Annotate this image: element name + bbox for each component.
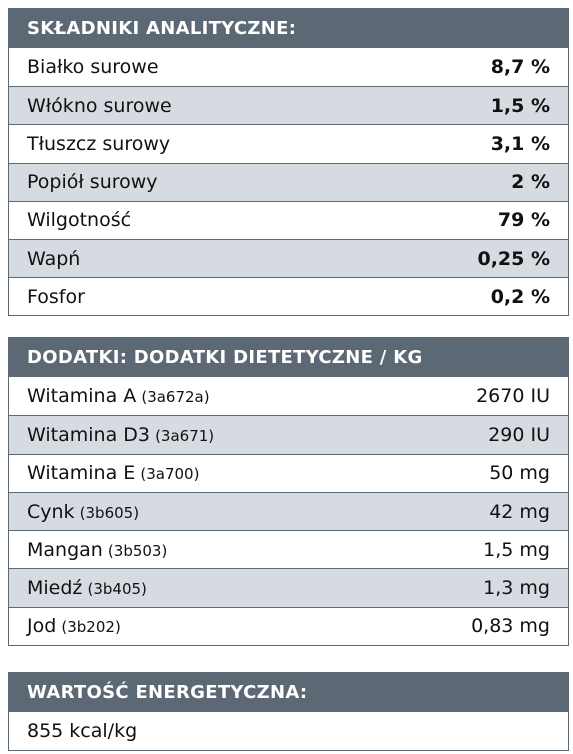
row-label-group: Witamina D3 (3a671): [27, 424, 214, 446]
row-code: (3a672a): [141, 388, 210, 407]
row-value: 3,1 %: [490, 132, 550, 155]
row-code: (3a671): [155, 426, 215, 445]
energy-header: WARTOŚĆ ENERGETYCZNA:: [8, 672, 569, 712]
table-row: Popiół surowy 2 %: [9, 162, 568, 201]
additives-table: Witamina A (3a672a) 2670 IU Witamina D3 …: [8, 377, 569, 647]
row-label: Cynk: [27, 500, 75, 523]
row-label: Wilgotność: [27, 209, 132, 232]
row-value: 1,5 %: [490, 94, 550, 117]
table-row: 855 kcal/kg: [9, 712, 568, 750]
row-value: 0,2 %: [490, 285, 550, 308]
row-label: Tłuszcz surowy: [27, 132, 171, 155]
row-value: 2670 IU: [476, 385, 550, 408]
row-code: (3b405): [87, 580, 147, 599]
row-value: 1,5 mg: [483, 538, 550, 561]
analytical-header: SKŁADNIKI ANALITYCZNE:: [8, 8, 569, 48]
table-row: Witamina D3 (3a671) 290 IU: [9, 415, 568, 454]
table-row: Jod (3b202) 0,83 mg: [9, 606, 568, 645]
row-label: Witamina D3: [27, 423, 150, 446]
row-label: Fosfor: [27, 285, 85, 308]
row-code: (3b605): [79, 503, 140, 522]
table-row: Cynk (3b605) 42 mg: [9, 491, 568, 531]
table-row: Witamina A (3a672a) 2670 IU: [9, 377, 568, 415]
table-row: Białko surowe 8,7 %: [9, 48, 568, 86]
table-row: Tłuszcz surowy 3,1 %: [9, 124, 568, 162]
row-value: 50 mg: [489, 462, 550, 485]
table-row: Mangan (3b503) 1,5 mg: [9, 530, 568, 568]
table-row: Miedź (3b405) 1,3 mg: [9, 568, 568, 607]
row-value: 8,7 %: [490, 56, 550, 79]
row-label: Jod: [27, 615, 57, 638]
row-value: 79 %: [497, 209, 550, 232]
energy-section: WARTOŚĆ ENERGETYCZNA: 855 kcal/kg: [8, 672, 569, 751]
row-value: 0,25 %: [477, 247, 550, 270]
row-code: (3a700): [140, 465, 200, 484]
row-label: Białko surowe: [27, 56, 159, 79]
row-value: 42 mg: [489, 500, 550, 523]
row-value: 290 IU: [488, 423, 550, 446]
row-label-group: Jod (3b202): [27, 615, 121, 637]
row-label: Witamina E: [27, 462, 136, 485]
row-label-group: Witamina A (3a672a): [27, 385, 210, 407]
analytical-table: Białko surowe 8,7 % Włókno surowe 1,5 % …: [8, 48, 569, 317]
row-code: (3b202): [61, 618, 121, 637]
row-label: Mangan: [27, 538, 103, 561]
row-label-group: Cynk (3b605): [27, 501, 139, 523]
row-code: (3b503): [107, 541, 168, 560]
row-label: Popiół surowy: [27, 171, 158, 194]
row-label: Miedź: [27, 577, 83, 600]
row-value: 0,83 mg: [471, 615, 550, 638]
energy-table: 855 kcal/kg: [8, 712, 569, 751]
additives-header: DODATKI: DODATKI DIETETYCZNE / KG: [8, 337, 569, 377]
row-label: Witamina A: [27, 385, 137, 408]
row-label-group: Miedź (3b405): [27, 577, 147, 599]
row-value: 2 %: [511, 171, 550, 194]
additives-section: DODATKI: DODATKI DIETETYCZNE / KG Witami…: [8, 337, 569, 647]
table-row: Witamina E (3a700) 50 mg: [9, 453, 568, 492]
analytical-section: SKŁADNIKI ANALITYCZNE: Białko surowe 8,7…: [8, 8, 569, 317]
row-label-group: Witamina E (3a700): [27, 462, 199, 484]
row-label-group: Mangan (3b503): [27, 539, 167, 561]
table-row: Fosfor 0,2 %: [9, 277, 568, 315]
energy-value: 855 kcal/kg: [27, 720, 138, 742]
table-row: Włókno surowe 1,5 %: [9, 86, 568, 125]
row-label: Włókno surowe: [27, 94, 172, 117]
row-label: Wapń: [27, 247, 81, 270]
table-row: Wapń 0,25 %: [9, 238, 568, 278]
row-value: 1,3 mg: [483, 577, 550, 600]
table-row: Wilgotność 79 %: [9, 200, 568, 239]
